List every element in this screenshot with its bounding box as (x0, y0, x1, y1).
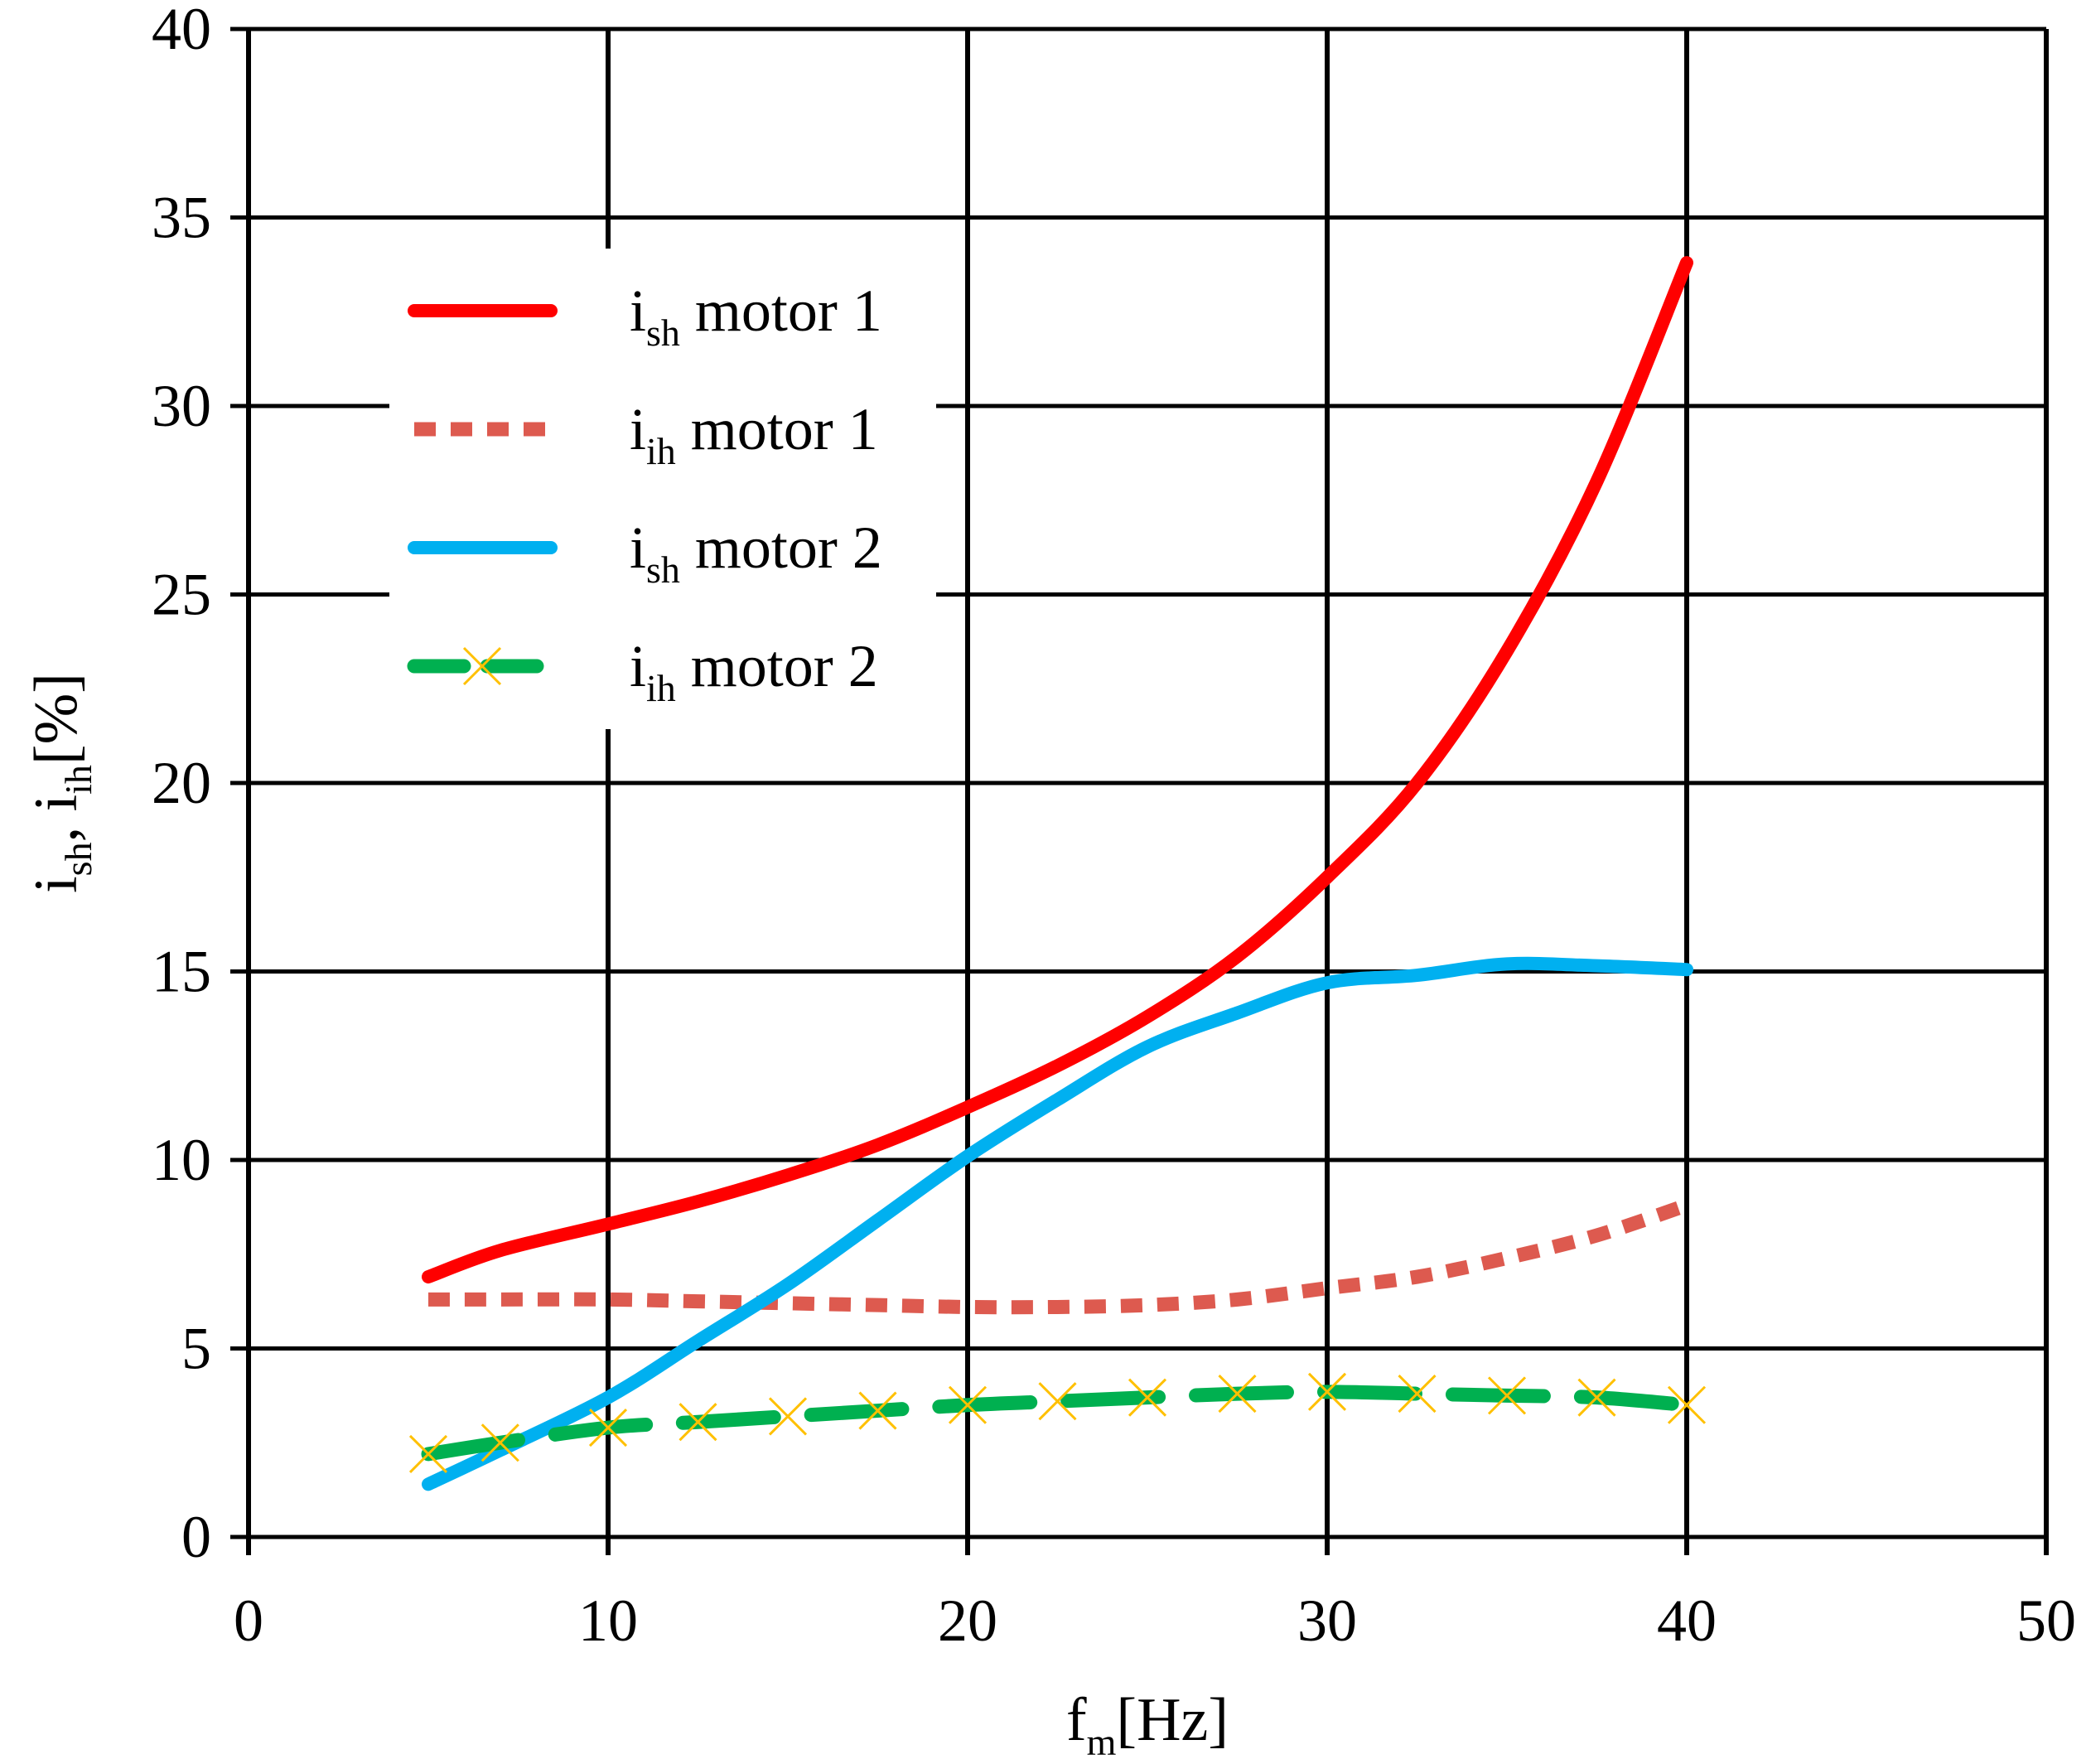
legend-label-4: iih motor 2 (630, 633, 878, 709)
series-line-1 (422, 256, 1693, 1284)
series-4-marker (1218, 1375, 1257, 1414)
series-4-marker (480, 1423, 519, 1462)
legend-label-3: ish motor 2 (630, 515, 882, 591)
x-tick-label: 50 (2016, 1588, 2076, 1654)
y-tick-label: 15 (152, 939, 211, 1005)
series-line-4 (421, 1385, 1694, 1462)
series-4-marker (1038, 1382, 1077, 1421)
series-4-marker (1307, 1372, 1347, 1411)
series-line-2 (427, 1198, 1689, 1315)
axis-labels: fm[Hz] ish, iih[%] (22, 673, 1229, 1763)
y-axis-title: ish, iih[%] (22, 673, 99, 893)
x-marker-stroke (1307, 1372, 1347, 1411)
x-tick-label: 30 (1297, 1588, 1357, 1654)
x-marker-stroke (462, 646, 502, 686)
series-4-marker (588, 1408, 628, 1447)
x-marker-stroke (408, 1434, 448, 1473)
series-lines (408, 256, 1707, 1491)
x-tick-label: 20 (938, 1588, 997, 1654)
series-4-marker (948, 1385, 988, 1424)
series-4-marker (768, 1397, 808, 1436)
x-axis-title: fm[Hz] (1066, 1686, 1229, 1763)
x-marker-stroke (588, 1408, 628, 1447)
axes: 0 10 20 30 40 50 0 5 10 15 20 25 30 35 40 (152, 0, 2076, 1654)
y-tick-label: 10 (152, 1127, 211, 1193)
x-marker-stroke (1667, 1385, 1707, 1424)
legend-marker (462, 646, 502, 686)
x-marker-stroke (1487, 1376, 1527, 1415)
x-marker-stroke (678, 1403, 717, 1442)
legend-box (389, 249, 936, 729)
x-marker-stroke (948, 1385, 988, 1424)
x-marker-stroke (1398, 1375, 1437, 1414)
legend-label-2: iih motor 1 (630, 396, 878, 472)
series-4-marker (408, 1434, 448, 1473)
series-4-marker (1398, 1375, 1437, 1414)
x-tick-label: 0 (234, 1588, 263, 1654)
x-marker-stroke (1128, 1378, 1167, 1417)
y-tick-label: 35 (152, 185, 211, 251)
y-tick-label: 25 (152, 562, 211, 628)
y-tick-label: 20 (152, 750, 211, 816)
legend-label-1: ish motor 1 (630, 278, 882, 354)
x-marker-stroke (858, 1391, 897, 1430)
y-tick-label: 5 (181, 1316, 211, 1382)
series-4-marker (1487, 1376, 1527, 1415)
y-tick-label: 0 (181, 1504, 211, 1570)
series-4-marker (858, 1391, 897, 1430)
x-marker-stroke (768, 1397, 808, 1436)
x-marker-stroke (1577, 1378, 1616, 1417)
legend: ish motor 1 iih motor 1 ish motor 2 iih mot… (389, 249, 936, 729)
x-tick-label: 40 (1657, 1588, 1717, 1654)
x-tick-label: 10 (578, 1588, 638, 1654)
series-line-3 (422, 956, 1693, 1491)
x-marker-stroke (480, 1423, 519, 1462)
y-tick-label: 30 (152, 373, 211, 439)
series-4-marker (1128, 1378, 1167, 1417)
series-4-marker (1667, 1385, 1707, 1424)
y-tick-label: 40 (152, 0, 211, 62)
x-marker-stroke (1038, 1382, 1077, 1421)
series-4-marker (1577, 1378, 1616, 1417)
x-marker-stroke (1218, 1375, 1257, 1414)
series-4-marker (678, 1403, 717, 1442)
